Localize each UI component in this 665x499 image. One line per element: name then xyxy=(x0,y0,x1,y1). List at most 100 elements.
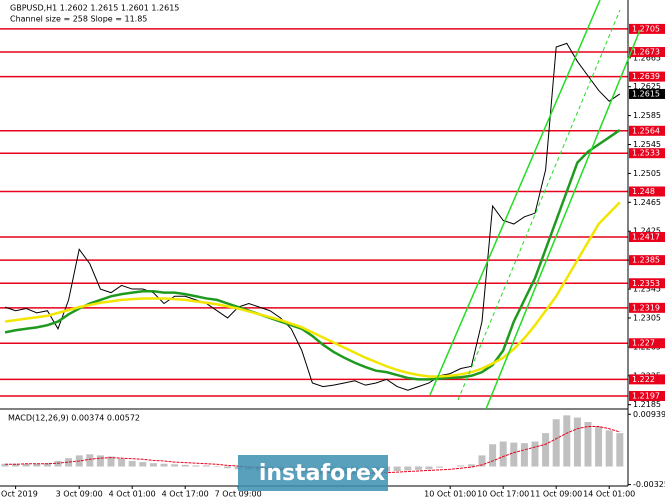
level-label-box xyxy=(629,338,665,349)
level-label: 1.222 xyxy=(632,375,655,384)
y-tick-label: 1.2425 xyxy=(633,227,661,236)
macd-tick-label: 0.00939 xyxy=(633,410,665,419)
macd-bar xyxy=(457,465,465,467)
plot: 1.21851.22251.22651.23051.23451.23851.24… xyxy=(0,23,665,499)
macd-bar xyxy=(171,464,179,467)
level-label-box xyxy=(629,186,665,197)
macd-bar xyxy=(86,454,94,467)
y-tick-label: 1.2505 xyxy=(633,169,661,178)
level-label: 1.2533 xyxy=(632,149,660,158)
x-tick-label: 11 Oct 09:00 xyxy=(530,490,582,499)
x-tick-label: 4 Oct 01:00 xyxy=(109,490,156,499)
y-tick-label: 1.2185 xyxy=(633,400,661,409)
macd-bar xyxy=(22,463,30,467)
macd-bar xyxy=(616,433,624,467)
watermark: instaforex xyxy=(259,461,385,486)
macd-bar xyxy=(224,466,232,469)
level-label: 1.2705 xyxy=(632,24,660,33)
current-price-box xyxy=(629,88,665,99)
macd-bar xyxy=(107,456,115,467)
level-label: 1.2197 xyxy=(632,391,660,400)
level-label-box xyxy=(629,278,665,289)
channel-lower xyxy=(485,29,641,410)
macd-bar xyxy=(563,415,571,467)
y-tick-label: 1.2465 xyxy=(633,198,661,207)
macd-bar xyxy=(499,441,507,467)
level-label-box xyxy=(629,255,665,266)
level-label: 1.2319 xyxy=(632,303,660,312)
level-label: 1.2639 xyxy=(632,72,660,81)
series-line xyxy=(4,129,621,381)
chart-title: GBPUSD,H1 1.2602 1.2615 1.2601 1.2615 xyxy=(10,4,179,13)
macd-bar xyxy=(478,455,486,467)
watermark-box xyxy=(238,455,388,491)
macd-tick-label: -0.00325 xyxy=(633,480,665,489)
level-label-box xyxy=(629,125,665,136)
series-line xyxy=(4,42,621,391)
level-label: 1.2564 xyxy=(632,126,660,135)
macd-bar xyxy=(118,458,126,467)
y-tick-label: 1.2545 xyxy=(633,140,661,149)
macd-bar xyxy=(65,458,73,467)
x-tick-label: 2 Oct 2019 xyxy=(0,490,38,499)
level-label: 1.2673 xyxy=(632,48,660,57)
level-label-box xyxy=(629,47,665,58)
macd-bar xyxy=(542,433,550,467)
level-label-box xyxy=(629,23,665,34)
macd-bar xyxy=(96,455,104,467)
macd-bar xyxy=(43,463,51,467)
x-tick-label: 7 Oct 09:00 xyxy=(215,490,262,499)
level-label: 1.2385 xyxy=(632,256,660,265)
macd-bar xyxy=(149,463,157,467)
macd-title: MACD(12,26,9) 0.00374 0.00572 xyxy=(8,414,140,423)
channel-mid xyxy=(457,9,621,401)
level-label-box xyxy=(629,390,665,401)
macd-bar xyxy=(520,443,528,467)
x-tick-label: 10 Oct 17:00 xyxy=(477,490,529,499)
level-label-box xyxy=(629,302,665,313)
macd-bar xyxy=(181,464,189,467)
y-tick-label: 1.2585 xyxy=(633,111,661,120)
level-label-box xyxy=(629,374,665,385)
x-tick-label: 4 Oct 17:00 xyxy=(162,490,209,499)
y-tick-label: 1.2305 xyxy=(633,313,661,322)
macd-bar xyxy=(489,444,497,467)
macd-bar xyxy=(605,430,613,467)
level-label-box xyxy=(629,232,665,243)
x-tick-label: 3 Oct 09:00 xyxy=(56,490,103,499)
level-label: 1.227 xyxy=(632,339,655,348)
macd-bar xyxy=(552,419,560,467)
macd-bar xyxy=(436,466,444,468)
y-tick-label: 1.2625 xyxy=(633,82,661,91)
x-tick-label: 10 Oct 01:00 xyxy=(424,490,476,499)
level-label-box xyxy=(629,148,665,159)
macd-bar xyxy=(33,463,41,467)
macd-bar xyxy=(425,466,433,470)
macd-bar xyxy=(531,441,539,467)
chart-subtitle: Channel size = 258 Slope = 11.85 xyxy=(10,15,147,24)
current-price-label: 1.2615 xyxy=(632,89,660,98)
y-tick-label: 1.2665 xyxy=(633,53,661,62)
macd-bar xyxy=(414,466,422,470)
level-label: 1.248 xyxy=(632,187,655,196)
macd-bar xyxy=(393,466,401,471)
macd-bar xyxy=(573,417,581,467)
level-label: 1.2353 xyxy=(632,279,660,288)
macd-bar xyxy=(128,460,136,467)
macd-bar xyxy=(584,422,592,467)
macd-bar xyxy=(54,460,62,467)
macd-bar xyxy=(213,465,221,467)
channel-upper xyxy=(429,0,601,396)
macd-bar xyxy=(12,463,20,467)
macd-bar xyxy=(510,442,518,467)
macd-bar xyxy=(1,463,9,467)
level-label: 1.2417 xyxy=(632,233,660,242)
x-tick-label: 14 Oct 01:00 xyxy=(583,490,635,499)
macd-bar xyxy=(139,462,147,467)
macd-bar xyxy=(202,465,210,467)
macd-bar xyxy=(404,466,412,471)
level-label-box xyxy=(629,71,665,82)
series-line xyxy=(4,201,621,378)
